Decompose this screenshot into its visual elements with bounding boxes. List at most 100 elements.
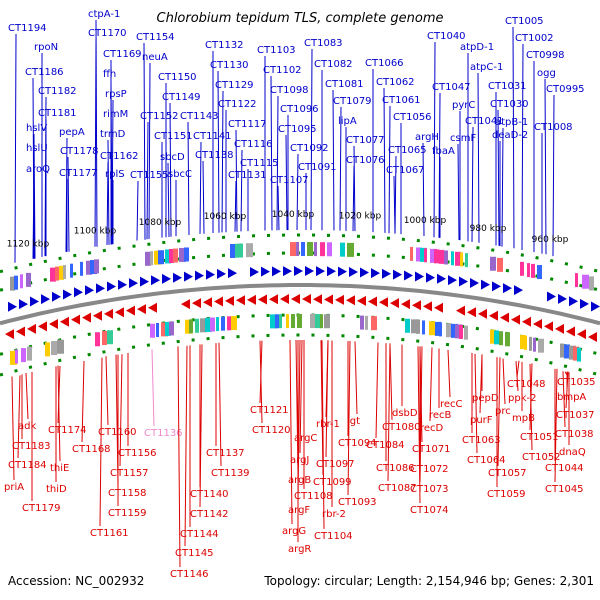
feature-block: [424, 248, 427, 263]
forward-gene-leader: [169, 102, 172, 237]
feature-block: [169, 321, 174, 336]
feature-block: [165, 321, 171, 336]
forward-gene-label: CT1122: [218, 99, 257, 110]
gene-arrow: [302, 294, 311, 305]
forward-gene-leader: [501, 127, 504, 247]
feature-block: [189, 319, 193, 334]
forward-gene-label: CT1162: [100, 151, 139, 162]
reverse-gene-label: CT1159: [108, 508, 147, 519]
kbp-label: 1040 kbp: [272, 210, 315, 220]
feature-block: [150, 323, 155, 338]
forward-gene-label: CT1095: [278, 124, 317, 135]
forward-gene-label: CT1066: [365, 58, 404, 69]
feature-block: [275, 314, 279, 329]
feature-block: [520, 261, 524, 276]
forward-gene-label: CT1082: [314, 59, 353, 70]
reverse-gene-label: CT1044: [545, 463, 584, 474]
reverse-gene-leader: [259, 340, 263, 424]
feature-block: [490, 256, 496, 271]
reverse-gene-leader: [119, 354, 123, 467]
forward-gene-leader: [497, 109, 500, 246]
gene-arrow: [107, 281, 116, 292]
forward-gene-label: CT1081: [325, 79, 364, 90]
forward-gene-leader: [552, 94, 555, 257]
reverse-gene-leader: [387, 343, 391, 482]
forward-gene-leader: [393, 175, 396, 234]
forward-gene-label: CT1030: [490, 99, 529, 110]
gene-arrow: [19, 299, 28, 310]
genome-backbone: [0, 283, 600, 326]
feature-block: [210, 317, 215, 332]
feature-block: [459, 324, 463, 339]
forward-gene-label: CT1002: [515, 33, 554, 44]
reverse-gene-label: CT1051: [520, 432, 559, 443]
feature-block: [560, 343, 564, 358]
feature-block: [50, 267, 56, 282]
map-title: Chlorobium tepidum TLS, complete genome: [157, 11, 444, 26]
feature-block: [577, 347, 581, 362]
reverse-gene-leader: [321, 340, 325, 530]
reverse-gene-label: CT1048: [507, 379, 546, 390]
reverse-gene-leader: [325, 340, 329, 458]
gene-arrow: [74, 287, 83, 298]
forward-gene-leader: [111, 99, 114, 245]
forward-gene-label: CT1040: [427, 31, 466, 42]
forward-gene-leader: [352, 165, 355, 232]
feature-block: [411, 319, 418, 334]
feature-block: [86, 260, 92, 275]
forward-gene-label: CT0995: [546, 84, 585, 95]
gene-arrow: [291, 294, 300, 304]
forward-gene-leader: [477, 72, 480, 243]
forward-gene-leader: [143, 42, 146, 240]
reverse-gene-label: argJ: [290, 455, 309, 466]
gene-arrow: [566, 326, 575, 337]
reverse-gene-leader: [347, 341, 351, 496]
forward-gene-label: CT1062: [376, 77, 415, 88]
forward-gene-leader: [14, 33, 17, 263]
gene-arrow: [448, 275, 457, 286]
reverse-gene-label: CT1139: [211, 468, 250, 479]
forward-gene-leader: [471, 126, 474, 243]
gene-arrow: [60, 316, 69, 327]
forward-gene-label: CT1150: [158, 72, 197, 83]
feature-block: [297, 314, 302, 329]
gene-arrow: [283, 266, 292, 277]
feature-block: [529, 336, 532, 351]
forward-gene-label: CT1151: [154, 131, 193, 142]
reverse-gene-leader: [474, 353, 478, 454]
gene-arrow: [195, 270, 204, 281]
feature-block: [227, 316, 231, 331]
feature-block: [455, 324, 462, 339]
gene-arrow: [269, 294, 278, 305]
feature-block: [15, 349, 18, 364]
gene-arrow: [27, 323, 36, 334]
gene-arrow: [489, 310, 498, 321]
feature-block: [150, 251, 153, 266]
reverse-gene-label: CT1136: [144, 428, 183, 439]
gene-arrow: [382, 268, 391, 279]
forward-gene-label: CT1117: [228, 119, 267, 130]
forward-gene-label: CT1194: [8, 23, 47, 34]
gene-arrow: [52, 291, 61, 302]
reverse-gene-leader: [151, 349, 155, 427]
forward-gene-label: CT1143: [180, 111, 219, 122]
track-separators: [0, 233, 600, 377]
kbp-label: 1060 kbp: [204, 212, 247, 222]
feature-block: [51, 341, 57, 356]
reverse-gene-leader: [389, 343, 393, 421]
reverse-gene-leader: [299, 339, 303, 454]
kbp-scale: 1120 kbp 1100 kbp 1080 kbp 1060 kbp 1040 kbp…: [7, 210, 569, 250]
reverse-gene-label: prc: [495, 406, 511, 417]
feature-block: [161, 322, 168, 337]
gene-arrow: [225, 295, 234, 306]
feature-block: [444, 250, 448, 265]
forward-gene-label: CT1077: [346, 135, 385, 146]
forward-gene-leader: [235, 129, 238, 232]
gene-arrow: [379, 297, 388, 308]
feature-block: [90, 260, 97, 275]
reverse-gene-label: CT1158: [108, 488, 147, 499]
reverse-gene-label: argC: [294, 433, 317, 444]
reverse-gene-label: argB: [288, 475, 311, 486]
feature-block: [347, 242, 354, 257]
